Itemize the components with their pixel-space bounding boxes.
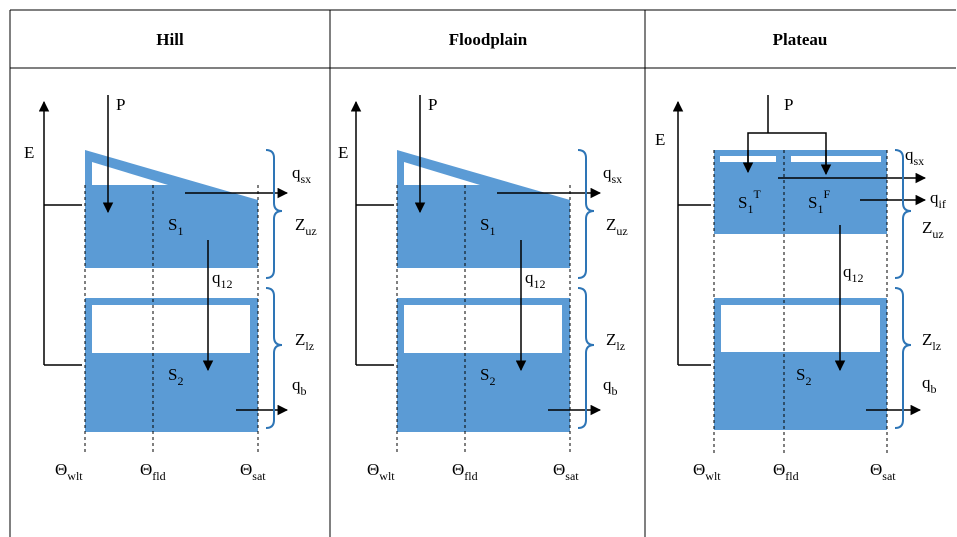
plateau-panel: E P S1T S1F S2 qsx qif q12 qb Zuz Zlz Θw…	[655, 95, 946, 483]
zuz-bracket	[577, 149, 595, 279]
header-plateau: Plateau	[773, 30, 828, 49]
qb-label: qb	[922, 373, 937, 396]
qsx-label: qsx	[603, 163, 622, 186]
theta-wlt-label: Θwlt	[367, 460, 395, 483]
upper-zone-air-gap	[92, 162, 168, 185]
zuz-bracket	[265, 149, 283, 279]
theta-fld-label: Θfld	[140, 460, 166, 483]
zlz-label: Zlz	[922, 330, 941, 353]
upper-zone-air-gap	[404, 162, 480, 185]
qb-label: qb	[603, 375, 618, 398]
elevation-label: E	[655, 130, 665, 149]
lower-zone-air-gap	[92, 305, 250, 353]
s1-label: S1	[168, 215, 183, 238]
q12-label: q12	[525, 268, 546, 291]
lower-zone-air-gap	[721, 305, 880, 352]
q12-label: q12	[843, 262, 864, 285]
q12-label: q12	[212, 268, 233, 291]
theta-sat-label: Θsat	[870, 460, 896, 483]
precip-label: P	[116, 95, 125, 114]
upper-zone-air-gap-right	[791, 156, 881, 162]
theta-wlt-label: Θwlt	[55, 460, 83, 483]
qsx-label: qsx	[292, 163, 311, 186]
header-floodplain: Floodplain	[449, 30, 528, 49]
zuz-label: Zuz	[606, 215, 628, 238]
zuz-bracket	[894, 149, 912, 279]
qb-label: qb	[292, 375, 307, 398]
s2-label: S2	[480, 365, 495, 388]
zlz-bracket	[577, 287, 595, 429]
s1f-label: S1F	[808, 187, 830, 216]
zuz-label: Zuz	[295, 215, 317, 238]
theta-fld-label: Θfld	[452, 460, 478, 483]
qsx-label: qsx	[905, 145, 924, 168]
upper-zone-storage	[85, 150, 258, 268]
s1-label: S1	[480, 215, 495, 238]
zlz-bracket	[894, 287, 912, 429]
lower-zone-air-gap	[404, 305, 562, 353]
upper-zone-storage	[714, 150, 887, 234]
zlz-bracket	[265, 287, 283, 429]
s2-label: S2	[168, 365, 183, 388]
precip-label: P	[784, 95, 793, 114]
theta-wlt-label: Θwlt	[693, 460, 721, 483]
theta-sat-label: Θsat	[240, 460, 266, 483]
s1t-label: S1T	[738, 187, 761, 216]
elevation-label: E	[24, 143, 34, 162]
qif-label: qif	[930, 188, 946, 211]
hill-panel: E P S1 S2 qsx q12 qb Zuz Zlz Θwlt Θfld Θ…	[24, 95, 317, 483]
elevation-label: E	[338, 143, 348, 162]
precip-label: P	[428, 95, 437, 114]
floodplain-panel: E P S1 S2 qsx q12 qb Zuz Zlz Θwlt Θfld Θ…	[338, 95, 628, 483]
header-hill: Hill	[156, 30, 184, 49]
zlz-label: Zlz	[295, 330, 314, 353]
table-frame	[9, 9, 956, 537]
theta-fld-label: Θfld	[773, 460, 799, 483]
upper-zone-storage	[397, 150, 570, 268]
zuz-label: Zuz	[922, 218, 944, 241]
s2-label: S2	[796, 365, 811, 388]
zlz-label: Zlz	[606, 330, 625, 353]
theta-sat-label: Θsat	[553, 460, 579, 483]
